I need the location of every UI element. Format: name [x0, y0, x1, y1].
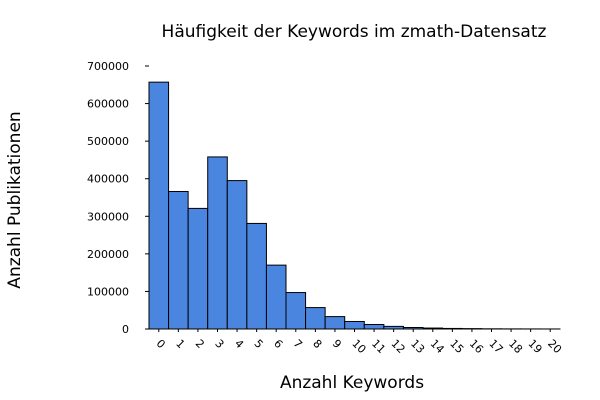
bar-7: [285, 292, 307, 330]
x-tick-label: 17: [486, 337, 505, 356]
x-axis: 0 1 2 3 4 5 6 7 8 9 10 11 12 13 14 15 16 17 18 19 20: [149, 328, 564, 356]
x-tick-label: 20: [545, 337, 564, 356]
y-axis-label: Anzahl Publikationen: [5, 111, 25, 288]
bar-6: [265, 264, 287, 330]
x-tick-label: 15: [447, 337, 466, 356]
y-tick-label: 500000: [87, 135, 129, 148]
x-tick-label: 18: [506, 337, 525, 356]
y-tick-label: 300000: [87, 210, 129, 223]
x-tick-label: 6: [271, 337, 285, 351]
bar-4: [226, 180, 248, 330]
bar-5: [246, 222, 267, 330]
y-axis: 0 100000 200000 300000 400000 500000 600000 700…: [87, 60, 149, 336]
x-tick-label: 0: [154, 337, 168, 351]
x-tick-label: 12: [389, 337, 408, 356]
y-tick-label: 0: [122, 323, 129, 336]
y-tick-label: 400000: [87, 173, 129, 186]
bar-10: [344, 320, 365, 330]
x-tick-label: 5: [252, 337, 266, 351]
bar-1: [168, 190, 189, 330]
x-axis-label: Anzahl Keywords: [280, 373, 424, 393]
x-tick-label: 13: [408, 337, 427, 356]
x-tick-label: 16: [467, 337, 486, 356]
y-tick-label: 200000: [87, 248, 129, 261]
bar-0: [148, 81, 170, 330]
x-tick-label: 19: [526, 337, 545, 356]
bar-8: [305, 307, 326, 330]
bars: [148, 81, 561, 330]
x-tick-label: 14: [428, 337, 447, 356]
x-tick-label: 8: [310, 337, 324, 351]
bar-2: [187, 207, 209, 330]
x-tick-label: 9: [330, 337, 344, 351]
y-tick-label: 700000: [87, 60, 129, 73]
bar-3: [207, 156, 228, 330]
y-tick-label: 600000: [87, 98, 129, 111]
x-tick-label: 3: [212, 337, 226, 351]
bar-11: [363, 323, 385, 330]
x-tick-label: 1: [173, 337, 187, 351]
y-tick-label: 100000: [87, 285, 129, 298]
bar-9: [324, 316, 346, 330]
x-tick-label: 10: [349, 337, 368, 356]
x-tick-label: 4: [232, 337, 246, 351]
x-tick-label: 2: [193, 337, 207, 351]
chart-title: Häufigkeit der Keywords im zmath-Datensa…: [162, 22, 547, 42]
x-tick-label: 7: [291, 337, 305, 351]
x-tick-label: 11: [369, 337, 388, 356]
